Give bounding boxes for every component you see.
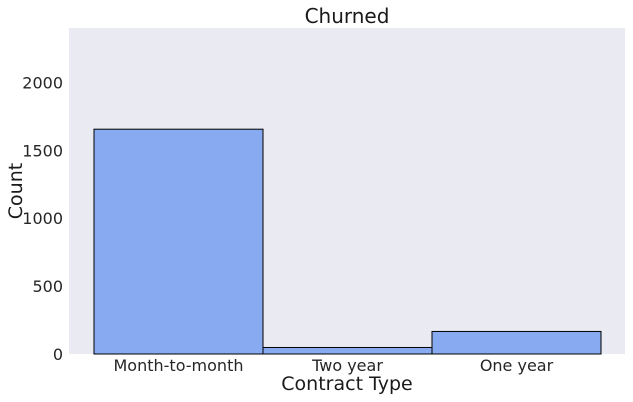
x-axis-label: Contract Type (281, 373, 412, 395)
y-tick-labels: 0 500 1000 1500 2000 (22, 73, 63, 364)
bar-two-year (262, 346, 433, 355)
y-tick-label: 0 (53, 345, 63, 364)
x-tick-label: Month-to-month (114, 356, 244, 375)
y-tick-label: 500 (32, 277, 63, 296)
y-tick-label: 1000 (22, 209, 63, 228)
y-tick-label: 1500 (22, 141, 63, 160)
y-axis-label: Count (5, 163, 27, 219)
x-tick-label: Two year (311, 356, 383, 375)
chart-title: Churned (305, 4, 390, 28)
x-tick-labels: Month-to-month Two year One year (114, 356, 554, 375)
bar-one-year (431, 330, 602, 355)
x-tick-label: One year (480, 356, 554, 375)
bar-month-to-month (93, 128, 264, 355)
bars-group (93, 128, 602, 355)
y-tick-label: 2000 (22, 73, 63, 92)
